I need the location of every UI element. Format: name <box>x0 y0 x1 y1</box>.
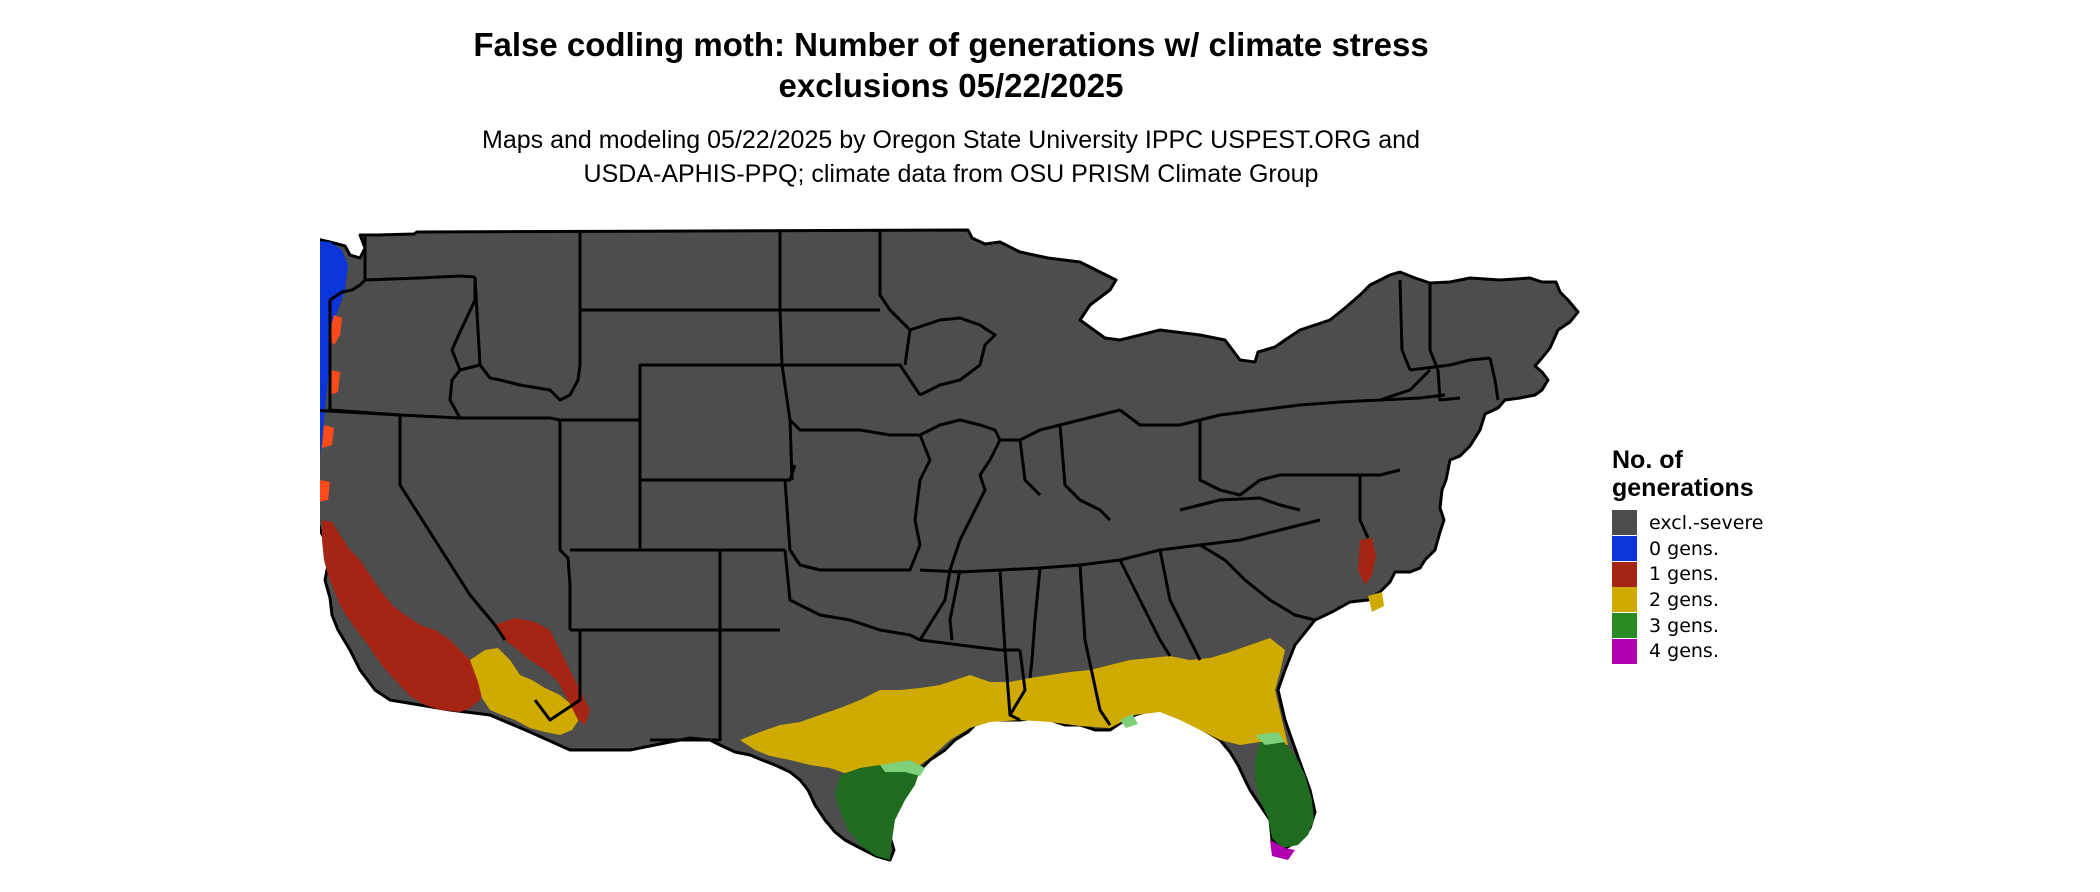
legend-label: 4 gens. <box>1649 640 1719 663</box>
legend-swatch <box>1612 536 1637 562</box>
legend-swatch <box>1612 587 1637 613</box>
title-line-1: False codling moth: Number of generation… <box>473 26 1429 63</box>
zone-three-fringe <box>880 714 1285 776</box>
subtitle-line-1: Maps and modeling 05/22/2025 by Oregon S… <box>482 126 1420 154</box>
zone-one-california <box>322 520 485 712</box>
zone-one-virginia-coast <box>1358 538 1376 585</box>
legend-label: 0 gens. <box>1649 537 1719 560</box>
legend-item-excl-severe: excl.-severe <box>1612 510 1764 536</box>
legend-swatch <box>1612 510 1637 536</box>
zone-three-texas <box>835 765 920 860</box>
map-title: False codling moth: Number of generation… <box>0 24 1902 106</box>
zone-four-florida-tip <box>1270 840 1295 860</box>
legend-label: excl.-severe <box>1649 511 1764 534</box>
legend-title-line-2: generations <box>1612 474 1754 502</box>
legend-item-4-gens: 4 gens. <box>1612 638 1764 664</box>
legend-title-line-1: No. of <box>1612 446 1683 474</box>
zone-two-southwest <box>470 648 580 735</box>
legend-label: 1 gens. <box>1649 563 1719 586</box>
legend-items: excl.-severe 0 gens. 1 gens. 2 gens. 3 g… <box>1612 510 1764 664</box>
zone-one-arizona <box>495 618 590 725</box>
legend-swatch <box>1612 638 1637 664</box>
legend-item-3-gens: 3 gens. <box>1612 613 1764 639</box>
legend-label: 3 gens. <box>1649 614 1719 637</box>
legend: No. of generations excl.-severe 0 gens. … <box>1612 446 1764 664</box>
us-generations-map <box>320 228 1580 862</box>
zone-one-oregon-coast <box>320 315 342 502</box>
legend-item-1-gens: 1 gens. <box>1612 561 1764 587</box>
legend-item-2-gens: 2 gens. <box>1612 587 1764 613</box>
legend-item-0-gens: 0 gens. <box>1612 536 1764 562</box>
state-borders <box>320 230 1500 742</box>
conus-landmass <box>320 228 1580 862</box>
zone-three-florida <box>1255 740 1314 848</box>
legend-swatch <box>1612 613 1637 639</box>
zone-two-nc-coast <box>1368 592 1384 612</box>
legend-label: 2 gens. <box>1649 588 1719 611</box>
title-line-2: exclusions 05/22/2025 <box>778 67 1124 104</box>
subtitle-line-2: USDA-APHIS-PPQ; climate data from OSU PR… <box>583 160 1319 188</box>
zone-zero-pacific-north <box>320 241 348 455</box>
legend-swatch <box>1612 561 1637 587</box>
map-subtitle: Maps and modeling 05/22/2025 by Oregon S… <box>0 123 1902 191</box>
legend-title: No. of generations <box>1612 446 1764 502</box>
